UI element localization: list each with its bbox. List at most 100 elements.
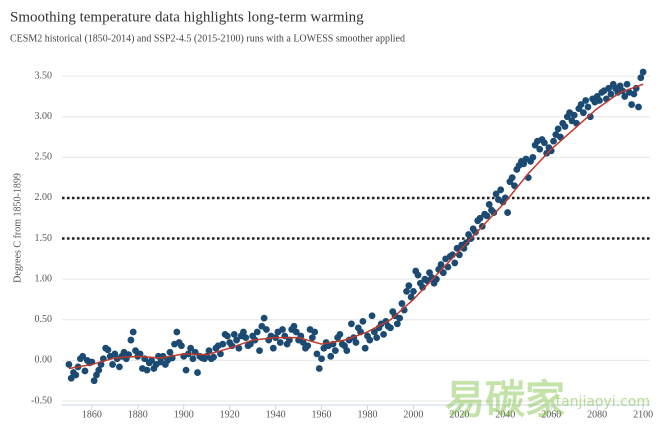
y-tick-label: 0.50 [35,314,53,325]
x-tick-label: 2000 [403,409,423,420]
y-tick-label: 1.00 [35,273,53,284]
data-point [577,101,585,108]
data-point [173,328,181,336]
data-point [311,328,319,336]
data-point [352,339,360,346]
y-tick-label: 3.00 [35,111,53,122]
data-point [72,371,80,379]
data-point [242,334,250,342]
data-point [129,328,137,336]
data-point [410,287,417,295]
data-point [315,365,323,372]
data-point [366,336,374,344]
data-point [313,350,321,358]
data-point [308,334,316,342]
data-point [596,97,603,104]
data-point [148,356,155,364]
data-point [637,74,645,82]
data-point [95,366,103,374]
data-point [398,300,406,307]
data-point [292,328,300,336]
data-point [127,336,135,344]
data-point [550,137,557,145]
data-point [536,145,544,153]
data-point [492,190,500,198]
data-point [630,90,638,98]
x-tick-label: 2060 [541,409,561,420]
data-point [210,353,217,361]
data-point [327,352,335,360]
data-point [628,101,636,108]
data-point [561,123,569,130]
data-point [219,340,227,348]
data-point [540,139,548,147]
x-tick-label: 2080 [587,409,607,420]
data-point [554,125,562,133]
data-point [405,282,413,290]
data-point [584,103,592,111]
data-point [451,259,459,267]
data-point [361,344,369,352]
data-point [437,261,445,268]
data-point [235,344,243,352]
y-tick-label: 1.50 [35,233,53,244]
data-point [570,111,578,119]
data-point [605,84,613,92]
data-point [497,186,505,194]
data-point [439,269,447,277]
x-tick-label: 2100 [633,409,653,420]
data-point [240,328,247,336]
data-point [246,340,254,348]
data-point [104,346,112,354]
data-point [387,324,394,332]
data-point [205,347,213,355]
data-point [547,147,555,155]
data-point [217,350,224,358]
x-tick-label: 2040 [495,409,515,420]
data-point [368,312,376,320]
x-tick-label: 1960 [312,409,332,420]
data-point [79,352,87,360]
y-tick-label: 2.50 [35,152,53,163]
data-point [230,331,238,338]
x-tick-label: 1940 [266,409,286,420]
data-point [253,328,261,336]
data-point [504,209,511,216]
x-tick-label: 1880 [128,409,148,420]
data-point [393,320,401,328]
data-point [194,369,201,376]
data-point [373,334,381,342]
data-point [508,174,516,182]
data-point [65,361,73,368]
data-point [109,361,116,368]
x-tick-label: 1900 [174,409,194,420]
y-tick-label: 3.50 [35,70,53,81]
data-point [178,342,185,350]
chart-subtitle: CESM2 historical (1850-2014) and SSP2-4.… [10,33,405,44]
data-point [348,320,355,328]
data-point [81,367,89,375]
data-point [223,332,231,340]
data-point [336,331,344,338]
x-tick-label: 1920 [220,409,240,420]
smoother-line [68,83,644,370]
data-point [607,90,615,98]
data-point [380,331,387,338]
data-point [621,93,629,100]
data-point [582,97,590,104]
data-point [269,344,277,352]
data-point [189,355,197,363]
data-point [331,347,339,355]
data-point [586,113,594,121]
data-point [187,344,195,352]
x-tick-label: 2020 [449,409,469,420]
data-point [396,314,404,322]
data-point [483,212,491,220]
data-point [143,366,151,374]
data-point [635,103,642,111]
data-point [623,80,631,88]
data-point [529,153,537,161]
data-point [166,348,174,356]
x-tick-label: 1980 [357,409,377,420]
